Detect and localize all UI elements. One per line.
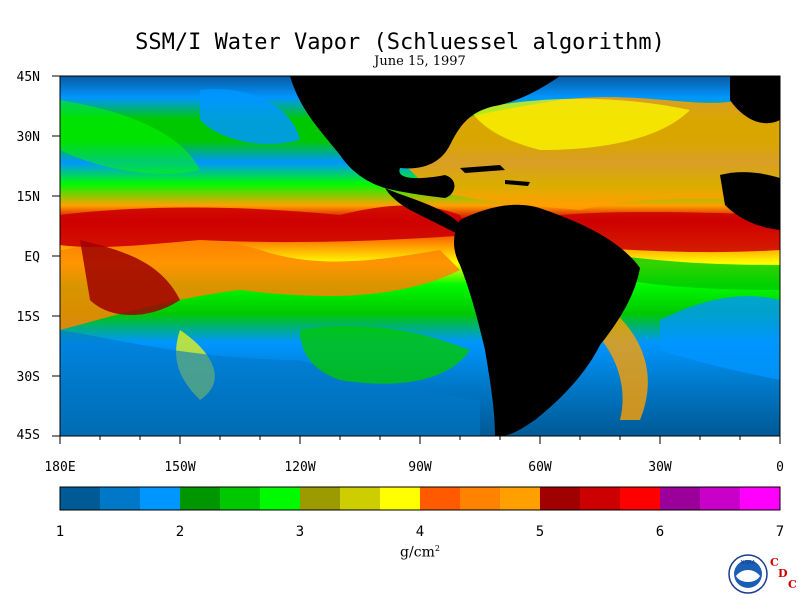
colorbar-tick-1: 1 — [55, 524, 65, 540]
colorbar-swatch — [300, 487, 341, 510]
lat-label-30s: 30S — [16, 370, 40, 385]
colorbar — [60, 487, 781, 510]
colorbar-tick-6: 6 — [655, 524, 665, 540]
colorbar-swatch — [380, 487, 421, 510]
colorbar-swatch — [500, 487, 541, 510]
colorbar-swatch — [540, 487, 581, 510]
map-field — [60, 76, 780, 436]
chart-date: June 15, 1997 — [374, 54, 466, 69]
lat-label-eq: EQ — [24, 250, 40, 265]
lon-label-0: 0 — [776, 460, 784, 475]
noaa-logo-icon: NOAA — [728, 554, 768, 594]
colorbar-swatch — [100, 487, 141, 510]
cdc-letter-c1: C — [770, 556, 779, 569]
colorbar-tick-3: 3 — [295, 524, 305, 540]
colorbar-swatch — [700, 487, 741, 510]
colorbar-swatch — [340, 487, 381, 510]
colorbar-swatch — [260, 487, 301, 510]
colorbar-swatch — [660, 487, 701, 510]
colorbar-swatch — [60, 487, 101, 510]
lon-label-60w: 60W — [528, 460, 552, 475]
colorbar-swatch — [740, 487, 781, 510]
africa-land — [720, 172, 780, 230]
colorbar-tick-7: 7 — [775, 524, 785, 540]
lon-label-180e: 180E — [44, 460, 76, 475]
lon-label-150w: 150W — [164, 460, 196, 475]
units-exponent: 2 — [434, 544, 440, 553]
colorbar-swatch — [220, 487, 261, 510]
noaa-logo-text: NOAA — [741, 560, 756, 566]
colorbar-swatch — [420, 487, 461, 510]
colorbar-swatch — [140, 487, 181, 510]
lat-label-30n: 30N — [16, 130, 40, 145]
colorbar-swatch — [180, 487, 221, 510]
colorbar-swatch — [460, 487, 501, 510]
north-america-land — [290, 76, 560, 198]
lat-label-45s: 45S — [16, 428, 40, 443]
colorbar-tick-4: 4 — [415, 524, 425, 540]
lat-label-15s: 15S — [16, 310, 40, 325]
colorbar-swatch — [620, 487, 661, 510]
colorbar-tick-2: 2 — [175, 524, 185, 540]
chart-title: SSM/I Water Vapor (Schluessel algorithm) — [135, 30, 665, 55]
lon-label-30w: 30W — [648, 460, 672, 475]
lon-label-90w: 90W — [408, 460, 432, 475]
cdc-letter-d: D — [778, 567, 788, 580]
south-america-land — [454, 204, 640, 436]
colorbar-tick-5: 5 — [535, 524, 545, 540]
lat-label-45n: 45N — [16, 70, 40, 85]
lon-label-120w: 120W — [284, 460, 316, 475]
lat-label-15n: 15N — [16, 190, 40, 205]
colorbar-units: g/cm2 — [380, 544, 460, 561]
units-text: g/cm — [400, 544, 435, 561]
cdc-letter-c2: C — [788, 578, 797, 591]
colorbar-swatch — [580, 487, 621, 510]
